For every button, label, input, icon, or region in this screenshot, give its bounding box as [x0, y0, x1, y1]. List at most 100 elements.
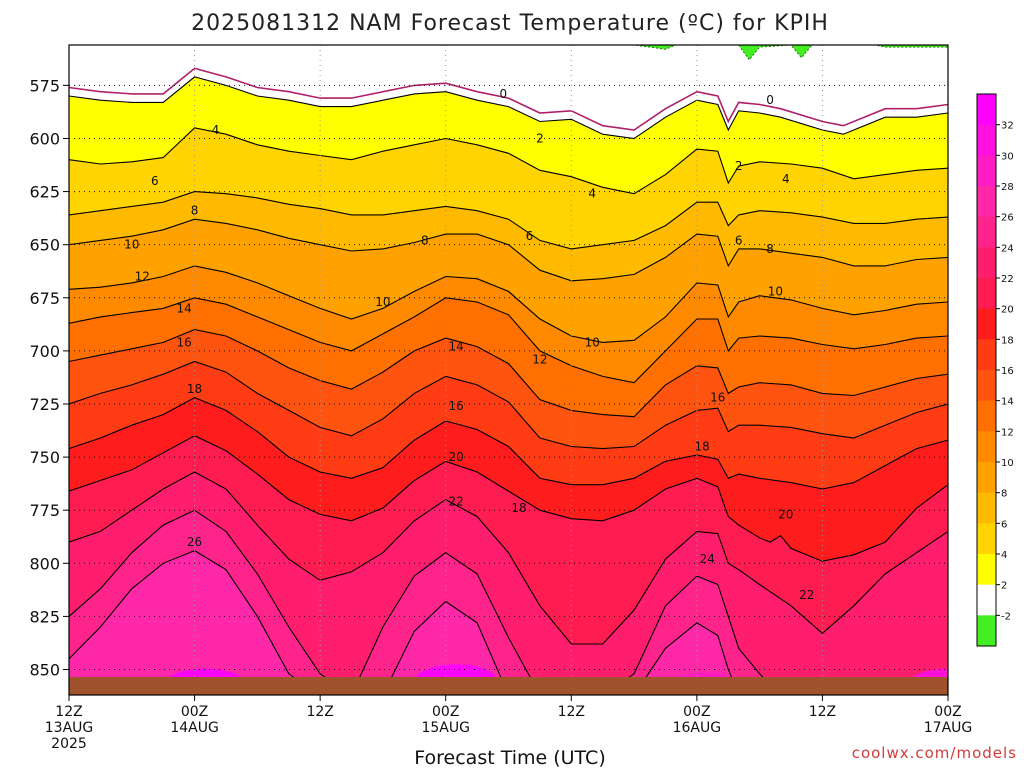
colorbar-label-22: 22 — [1001, 274, 1014, 285]
colorbar-swatch-2 — [977, 155, 996, 187]
isotherm-22 — [69, 471, 948, 645]
x-tick-label-12-0: 00Z — [181, 704, 208, 720]
chart-title: 2025081312 NAM Forecast Temperature (ºC)… — [191, 11, 829, 36]
colorbar-swatch-13 — [977, 492, 996, 524]
x-axis-label: Forecast Time (UTC) — [414, 747, 605, 768]
y-tick-label-775: 775 — [29, 501, 60, 520]
x-tick-label-84-0: 00Z — [934, 704, 961, 720]
colorbar-swatch-7 — [977, 308, 996, 340]
contour-label-8: 8 — [191, 204, 199, 218]
terrain-bar — [69, 677, 948, 695]
x-tick-label-24-0: 12Z — [306, 704, 333, 720]
isotherm-14 — [69, 329, 948, 418]
colorbar-label-18: 18 — [1001, 335, 1014, 346]
y-tick-label-625: 625 — [29, 183, 60, 202]
colorbar-swatch-3 — [977, 186, 996, 218]
colorbar-label-32: 32 — [1001, 121, 1014, 132]
x-tick-label-36-0: 00Z — [432, 704, 459, 720]
band-26 — [69, 550, 739, 695]
colorbar-swatch-0 — [977, 94, 996, 126]
y-tick-label-750: 750 — [29, 448, 60, 467]
contour-label-15: 10 — [375, 295, 390, 309]
y-tick-label-650: 650 — [29, 236, 60, 255]
x-tick-label-36-1: 15AUG — [421, 720, 470, 736]
colorbar-swatch-8 — [977, 339, 996, 371]
colorbar-swatch-4 — [977, 216, 996, 248]
y-tick-label-600: 600 — [29, 129, 60, 148]
contour-label-30: 26 — [187, 535, 202, 549]
plot-frame — [68, 44, 949, 696]
contour-label-31: 24 — [700, 552, 715, 566]
colorbar-label-16: 16 — [1001, 366, 1014, 377]
colorbar-label-24: 24 — [1001, 243, 1014, 254]
contour-label-7: 4 — [782, 172, 790, 186]
contour-label-10: 6 — [735, 233, 743, 247]
y-tick-label-725: 725 — [29, 395, 60, 414]
x-tick-label-0-0: 12Z — [55, 704, 82, 720]
x-tick-label-84-1: 17AUG — [924, 720, 973, 736]
contour-label-14: 12 — [135, 270, 150, 284]
colorbar-label-12: 12 — [1001, 427, 1014, 438]
contour-label-2: 4 — [212, 123, 220, 137]
colorbar: 32 30 28 26 24 22 20 18 16 14 12 10 8 6 4 2 -2 — [976, 93, 1014, 647]
x-tick-label-60-1: 16AUG — [673, 720, 722, 736]
x-tick-label-60-0: 00Z — [683, 704, 710, 720]
colorbar-label-14: 14 — [1001, 397, 1014, 408]
contour-label-12: 8 — [421, 233, 429, 247]
y-tick-label-800: 800 — [29, 554, 60, 573]
colorbar-swatch-6 — [977, 278, 996, 310]
colorbar-label--2: -2 — [1001, 611, 1011, 622]
contour-label-28: 18 — [511, 501, 526, 515]
x-tick-label-12-1: 14AUG — [170, 720, 219, 736]
isotherm-8 — [69, 218, 948, 282]
x-tick-label-0-2: 2025 — [51, 736, 87, 752]
colorbar-swatch-10 — [977, 400, 996, 432]
isotherm-lines — [69, 67, 948, 695]
colorbar-swatch-9 — [977, 370, 996, 402]
contour-label-0: 0 — [499, 87, 507, 101]
temperature-bands — [69, 45, 948, 695]
colorbar-swatch-11 — [977, 431, 996, 463]
contour-label-27: 22 — [449, 495, 464, 509]
contour-label-13: 8 — [766, 242, 774, 256]
y-axis-ticks: 575 600 625 650 675 700 725 750 775 800 825 850 — [29, 76, 69, 680]
colorbar-swatch-12 — [977, 462, 996, 494]
contour-label-26: 20 — [449, 450, 464, 464]
colorbar-label-30: 30 — [1001, 151, 1014, 162]
y-tick-label-575: 575 — [29, 76, 60, 95]
x-tick-label-0-1: 13AUG — [45, 720, 94, 736]
colorbar-label-26: 26 — [1001, 213, 1014, 224]
y-tick-label-675: 675 — [29, 289, 60, 308]
contour-label-19: 16 — [176, 335, 191, 349]
isotherm-2 — [69, 76, 948, 140]
contour-label-4: 2 — [735, 159, 743, 173]
contour-label-1: 0 — [766, 93, 774, 107]
contour-label-16: 10 — [768, 284, 783, 298]
y-tick-label-825: 825 — [29, 607, 60, 626]
y-tick-label-850: 850 — [29, 661, 60, 680]
contour-label-22: 18 — [187, 382, 202, 396]
contour-label-23: 16 — [449, 399, 464, 413]
contour-label-9: 6 — [526, 229, 534, 243]
contour-label-6: 4 — [588, 187, 596, 201]
isotherm-20 — [69, 435, 948, 562]
isotherm-26 — [69, 549, 740, 695]
contour-label-17: 14 — [176, 301, 191, 315]
isotherm-16 — [69, 360, 948, 450]
colorbar-label-2: 2 — [1001, 581, 1007, 592]
contour-label-5: 6 — [151, 174, 159, 188]
contour-label-29: 20 — [778, 507, 793, 521]
colorbar-swatch-1 — [977, 124, 996, 156]
below-zero-patch-0 — [592, 45, 677, 50]
contour-label-21: 12 — [532, 352, 547, 366]
colorbar-label-8: 8 — [1001, 489, 1007, 500]
colorbar-label-6: 6 — [1001, 519, 1007, 530]
colorbar-swatch-5 — [977, 247, 996, 279]
colorbar-label-28: 28 — [1001, 182, 1014, 193]
contour-label-24: 16 — [710, 391, 725, 405]
x-tick-label-72-0: 12Z — [809, 704, 836, 720]
